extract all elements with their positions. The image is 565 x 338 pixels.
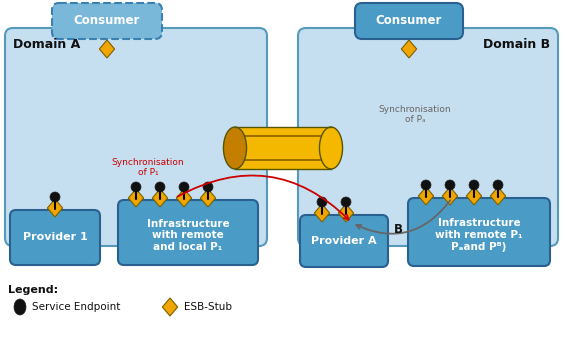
Ellipse shape xyxy=(319,127,342,169)
Text: Infrastructure
with remote
and local P₁: Infrastructure with remote and local P₁ xyxy=(147,219,229,252)
Text: Provider 1: Provider 1 xyxy=(23,233,88,242)
Text: ESB-Stub: ESB-Stub xyxy=(184,302,232,312)
Polygon shape xyxy=(201,189,216,207)
Ellipse shape xyxy=(445,180,455,190)
FancyArrowPatch shape xyxy=(357,200,450,234)
Polygon shape xyxy=(176,189,192,207)
Polygon shape xyxy=(442,187,458,205)
Polygon shape xyxy=(235,127,331,169)
Ellipse shape xyxy=(50,192,60,202)
Ellipse shape xyxy=(155,182,165,192)
Polygon shape xyxy=(47,199,63,217)
Text: Legend:: Legend: xyxy=(8,285,58,295)
Ellipse shape xyxy=(341,197,351,207)
Ellipse shape xyxy=(14,299,26,315)
Ellipse shape xyxy=(421,180,431,190)
Text: Consumer: Consumer xyxy=(376,15,442,27)
Text: Synchronisation
of Pₐ: Synchronisation of Pₐ xyxy=(379,105,451,124)
FancyBboxPatch shape xyxy=(355,3,463,39)
Polygon shape xyxy=(128,189,144,207)
Polygon shape xyxy=(338,204,354,222)
Polygon shape xyxy=(490,187,506,205)
Text: Domain A: Domain A xyxy=(13,38,80,51)
Ellipse shape xyxy=(203,182,213,192)
Text: Consumer: Consumer xyxy=(74,15,140,27)
FancyBboxPatch shape xyxy=(52,3,162,39)
FancyBboxPatch shape xyxy=(118,200,258,265)
FancyBboxPatch shape xyxy=(298,28,558,246)
Ellipse shape xyxy=(469,180,479,190)
Polygon shape xyxy=(99,40,115,58)
Ellipse shape xyxy=(223,127,246,169)
Ellipse shape xyxy=(131,182,141,192)
Polygon shape xyxy=(418,187,434,205)
FancyBboxPatch shape xyxy=(300,215,388,267)
Ellipse shape xyxy=(179,182,189,192)
Text: B: B xyxy=(394,223,403,236)
Polygon shape xyxy=(314,204,329,222)
Polygon shape xyxy=(466,187,481,205)
Text: Provider A: Provider A xyxy=(311,236,377,246)
Ellipse shape xyxy=(493,180,503,190)
FancyBboxPatch shape xyxy=(10,210,100,265)
Ellipse shape xyxy=(317,197,327,207)
Polygon shape xyxy=(162,298,177,316)
Text: Infrastructure
with remote P₁
Pₐand Pᴮ): Infrastructure with remote P₁ Pₐand Pᴮ) xyxy=(435,218,523,251)
Text: Synchronisation
of P₁: Synchronisation of P₁ xyxy=(112,158,184,177)
Text: Domain B: Domain B xyxy=(483,38,550,51)
FancyArrowPatch shape xyxy=(177,175,349,220)
Text: Service Endpoint: Service Endpoint xyxy=(32,302,120,312)
Polygon shape xyxy=(401,40,416,58)
FancyBboxPatch shape xyxy=(408,198,550,266)
Polygon shape xyxy=(153,189,168,207)
FancyBboxPatch shape xyxy=(5,28,267,246)
